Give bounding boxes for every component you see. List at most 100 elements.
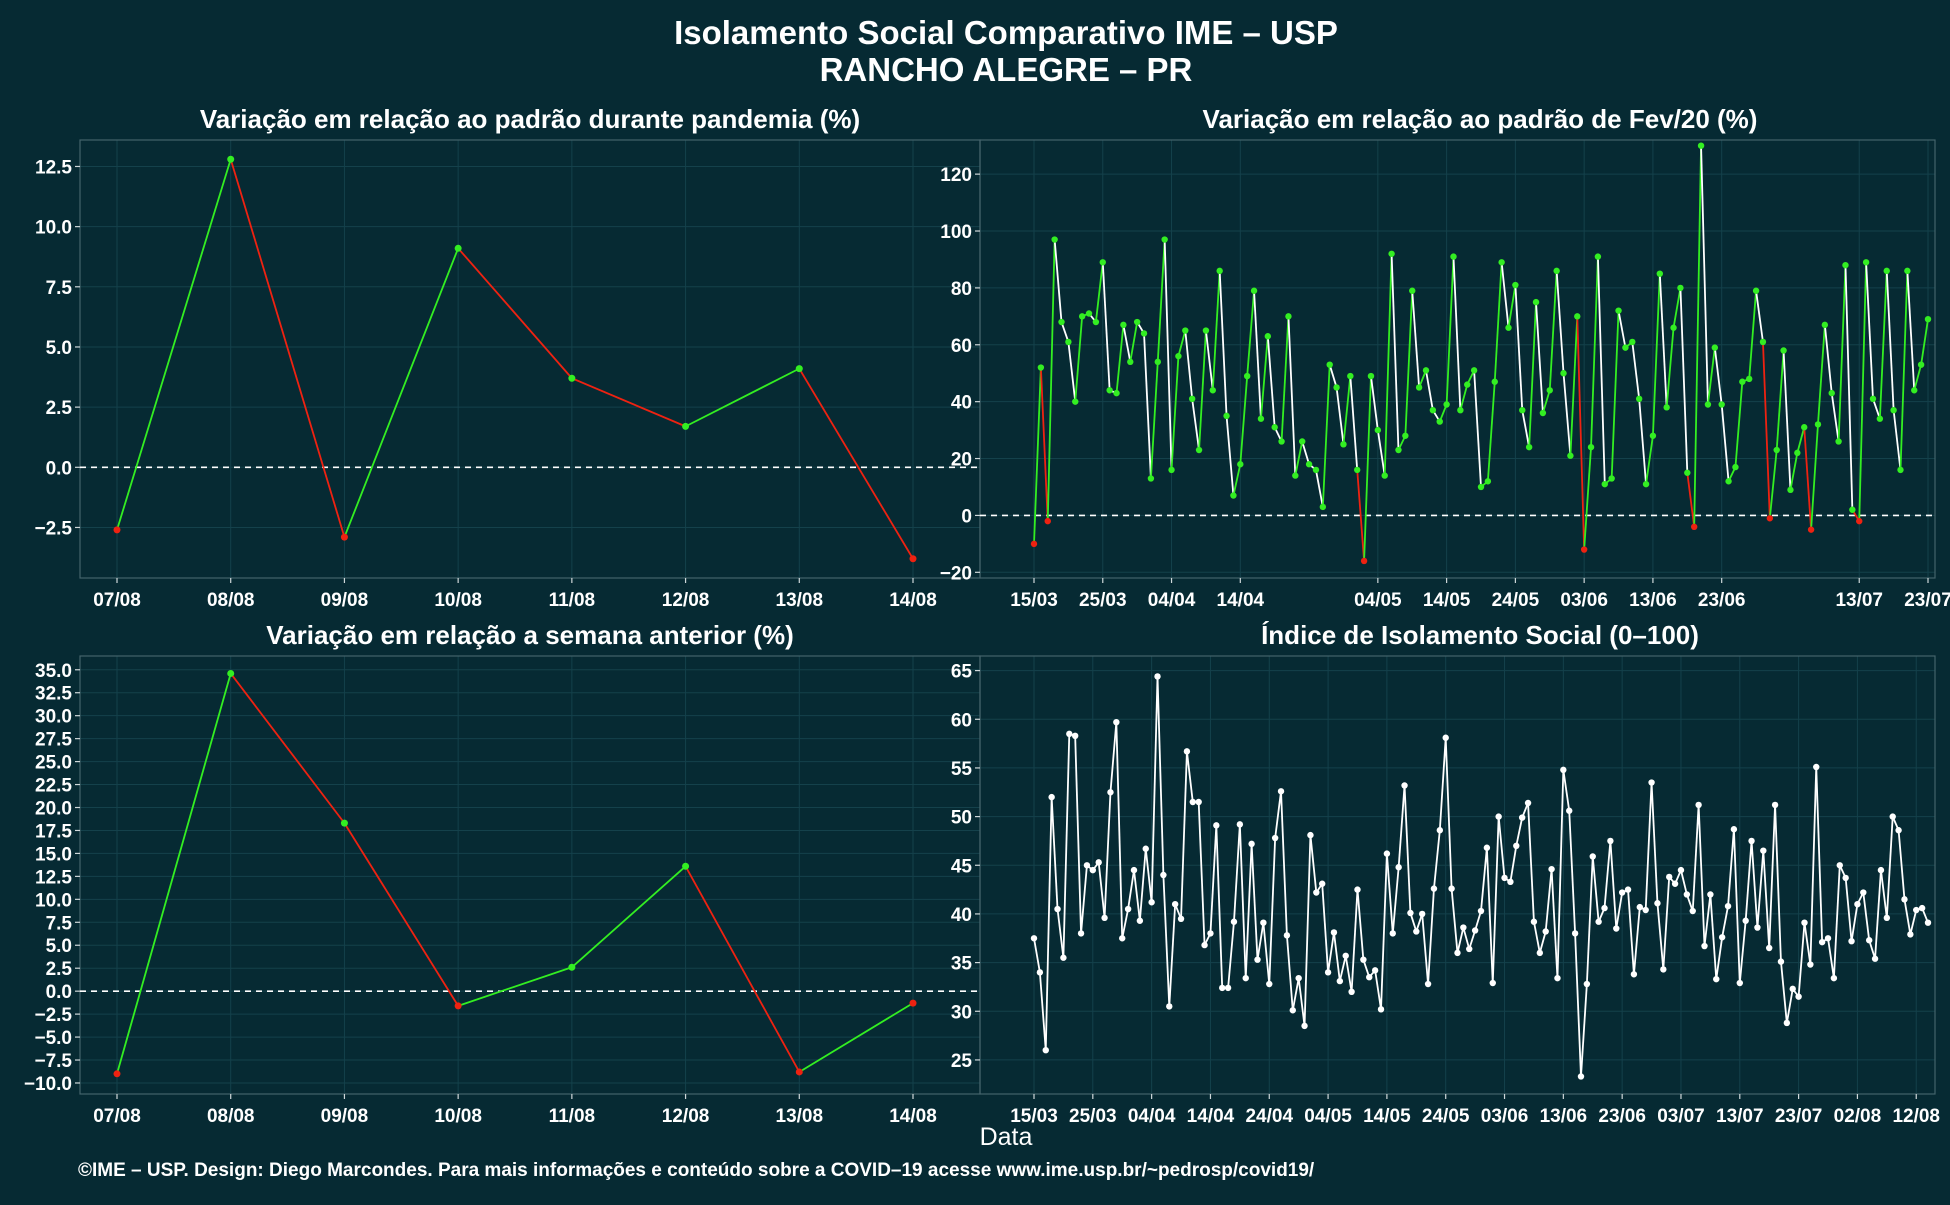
data-point [1127, 358, 1134, 366]
series-segment [1421, 913, 1429, 985]
data-point [1313, 889, 1320, 896]
data-point [1168, 466, 1175, 474]
data-point [1418, 910, 1426, 918]
y-tick-label: 25 [951, 1051, 973, 1072]
data-point [1271, 834, 1279, 842]
data-point [1285, 313, 1292, 320]
data-point [1278, 438, 1285, 445]
series-segment [1374, 970, 1382, 1010]
data-point [1635, 395, 1643, 403]
y-tick-label: 35 [951, 954, 973, 975]
series-segment [1074, 316, 1084, 402]
series-segment [1686, 472, 1696, 527]
data-point [1725, 478, 1732, 485]
series-segment [685, 367, 800, 428]
data-point [227, 155, 235, 163]
data-point [1236, 821, 1244, 828]
data-point [1483, 844, 1491, 851]
series-segment [229, 158, 346, 538]
data-point [1413, 928, 1420, 935]
data-point [1713, 975, 1720, 983]
data-point [1407, 909, 1414, 917]
data-point [1213, 822, 1220, 829]
data-point [1607, 837, 1614, 845]
series-segment [1297, 978, 1306, 1026]
y-tick-label: 100 [940, 222, 972, 243]
y-tick-label: 7.5 [46, 278, 73, 299]
panel-title: Índice de Isolamento Social (0–100) [1261, 620, 1699, 650]
series-segment [1315, 469, 1324, 508]
data-point [1044, 517, 1051, 525]
data-point [1742, 917, 1749, 924]
y-tick-label: −7.5 [34, 1051, 72, 1072]
data-point [1759, 338, 1767, 346]
series-segment [1253, 290, 1262, 419]
data-point [1649, 432, 1657, 439]
data-point [1889, 813, 1896, 820]
series-segment [571, 377, 686, 428]
data-point [1913, 906, 1920, 914]
data-point [1656, 270, 1664, 277]
series-segment [1797, 922, 1806, 997]
y-tick-label: 5.0 [46, 338, 72, 359]
data-point [1030, 935, 1038, 942]
data-point [1801, 919, 1808, 926]
data-point [1589, 853, 1596, 860]
series-segment [1868, 939, 1876, 959]
data-point [1443, 401, 1450, 408]
series-segment [1232, 464, 1242, 496]
series-segment [1796, 427, 1806, 454]
series-segment [1180, 751, 1188, 919]
data-point [1106, 387, 1113, 394]
data-point [1477, 483, 1485, 491]
data-point [1821, 321, 1829, 329]
data-point [1183, 748, 1191, 755]
data-point [1348, 988, 1355, 995]
data-point [1856, 517, 1863, 525]
y-tick-label: 15.0 [35, 844, 72, 865]
data-point [1704, 401, 1712, 408]
y-tick-label: 50 [951, 808, 972, 829]
data-point [1865, 937, 1873, 944]
data-point [1250, 287, 1258, 294]
data-point [1305, 461, 1313, 468]
data-point [1154, 673, 1161, 680]
series-segment [1569, 316, 1579, 456]
y-tick-label: 0.0 [46, 458, 72, 479]
data-point [1739, 378, 1746, 385]
data-point [1395, 446, 1402, 454]
data-point [1871, 955, 1879, 962]
data-point [1342, 952, 1349, 959]
series-segment [1583, 447, 1592, 550]
series-segment [1301, 441, 1310, 465]
x-tick-label-25-03: 25/03 [1079, 590, 1127, 611]
data-point [1037, 364, 1045, 371]
series-segment [571, 865, 687, 968]
x-tick-label-13-08: 13/08 [776, 1106, 824, 1127]
series-segment [1862, 892, 1871, 941]
series-segment [1815, 766, 1824, 943]
data-point [1283, 932, 1291, 939]
data-point [1095, 859, 1102, 866]
data-point [1890, 406, 1897, 414]
data-point [1532, 298, 1540, 306]
y-tick-label: 35.0 [35, 661, 72, 682]
series-segment [1403, 785, 1412, 914]
data-point [1182, 327, 1189, 334]
data-point [1783, 1019, 1791, 1027]
series-segment [1356, 889, 1365, 960]
series-segment [1303, 835, 1312, 1026]
data-point [1530, 918, 1538, 925]
data-point [1814, 421, 1822, 428]
data-point [1237, 461, 1244, 468]
x-tick-label-10-08: 10/08 [434, 590, 482, 611]
series-segment [1720, 404, 1730, 482]
data-point [1505, 324, 1512, 331]
data-point [1307, 831, 1314, 839]
data-point [1374, 426, 1382, 434]
data-point [1895, 827, 1902, 834]
series-segment [1878, 270, 1888, 419]
series-segment [229, 672, 346, 824]
series-segment [1438, 737, 1447, 831]
x-tick-label-14-05: 14/05 [1363, 1106, 1411, 1127]
